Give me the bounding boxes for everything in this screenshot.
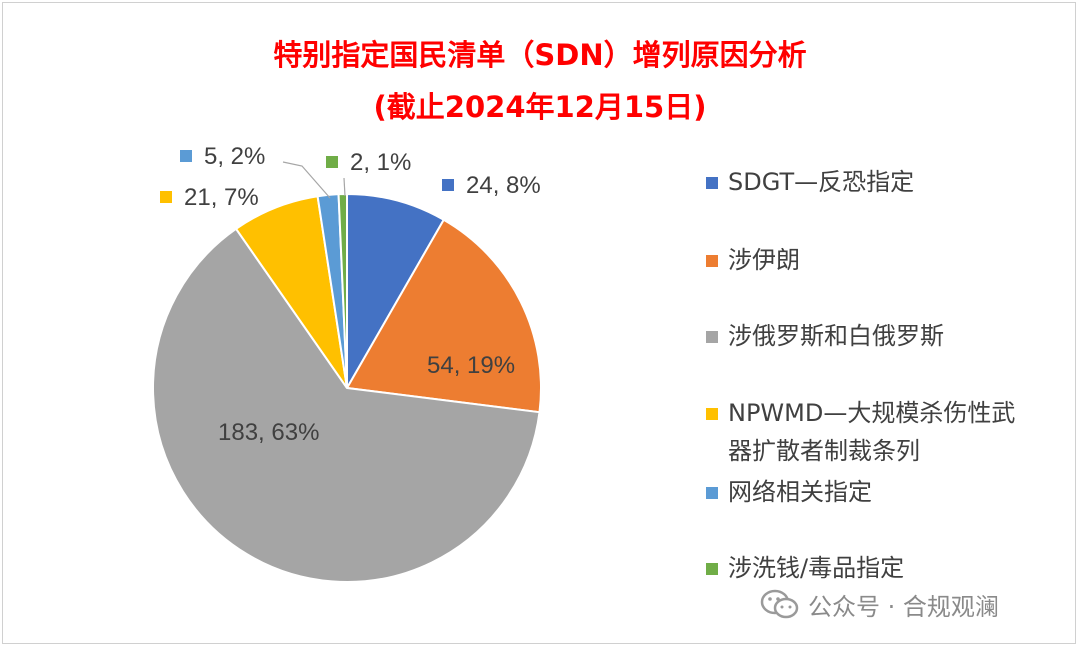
watermark: 公众号 · 合规观澜	[760, 584, 999, 624]
legend-label-4: 网络相关指定	[728, 478, 872, 506]
legend-item-3: NPWMD—大规模杀伤性武 器扩散者制裁条列	[706, 394, 1076, 470]
legend-item-4: 网络相关指定	[706, 473, 1076, 511]
pie-slice-0	[346, 192, 446, 392]
legend-label-3-line-1: 器扩散者制裁条列	[728, 437, 920, 465]
legend-label-3-line-0: NPWMD—大规模杀伤性武	[728, 399, 1016, 427]
pie-slice-2	[152, 227, 541, 583]
legend-swatch-5	[706, 563, 718, 575]
leader-line-5	[343, 177, 346, 197]
legend-item-1: 涉伊朗	[706, 241, 1076, 279]
legend-swatch-3	[706, 408, 718, 420]
data-label-3: 21, 7%	[184, 184, 259, 211]
legend-swatch-0	[706, 177, 718, 189]
data-label-0: 24, 8%	[466, 172, 541, 199]
wechat-icon	[760, 589, 799, 619]
legend-label-1: 涉伊朗	[728, 246, 800, 274]
legend-item-0: SDGT—反恐指定	[706, 163, 1076, 201]
pie-slice-1	[345, 218, 542, 414]
data-label-1: 54, 19%	[427, 352, 515, 379]
legend-label-5: 涉洗钱/毒品指定	[728, 554, 905, 582]
legend-label-0: SDGT—反恐指定	[728, 168, 915, 196]
legend-item-2: 涉俄罗斯和白俄罗斯	[706, 317, 1076, 355]
legend-swatch-2	[706, 331, 718, 343]
data-label-4: 5, 2%	[204, 143, 265, 170]
data-label-marker-5	[326, 156, 338, 168]
data-label-2: 183, 63%	[218, 419, 319, 446]
data-label-marker-0	[442, 179, 454, 191]
legend-label-2: 涉俄罗斯和白俄罗斯	[728, 322, 944, 350]
data-label-marker-3	[160, 191, 172, 203]
chart-legend: SDGT—反恐指定 涉伊朗涉俄罗斯和白俄罗斯 NPWMD—大规模杀伤性武 器扩散者制裁…	[706, 0, 1076, 648]
legend-swatch-4	[706, 487, 718, 499]
data-label-5: 2, 1%	[350, 149, 411, 176]
chart-title: 特别指定国民清单（SDN）增列原因分析	[273, 38, 807, 72]
data-label-marker-4	[180, 150, 192, 162]
legend-item-5: 涉洗钱/毒品指定	[706, 549, 1076, 587]
pie-slice-5	[337, 192, 348, 389]
legend-swatch-1	[706, 255, 718, 267]
chart-subtitle: (截止2024年12月15日)	[373, 90, 707, 124]
watermark-text: 公众号 · 合规观澜	[808, 592, 999, 621]
leader-line-4	[282, 161, 331, 199]
